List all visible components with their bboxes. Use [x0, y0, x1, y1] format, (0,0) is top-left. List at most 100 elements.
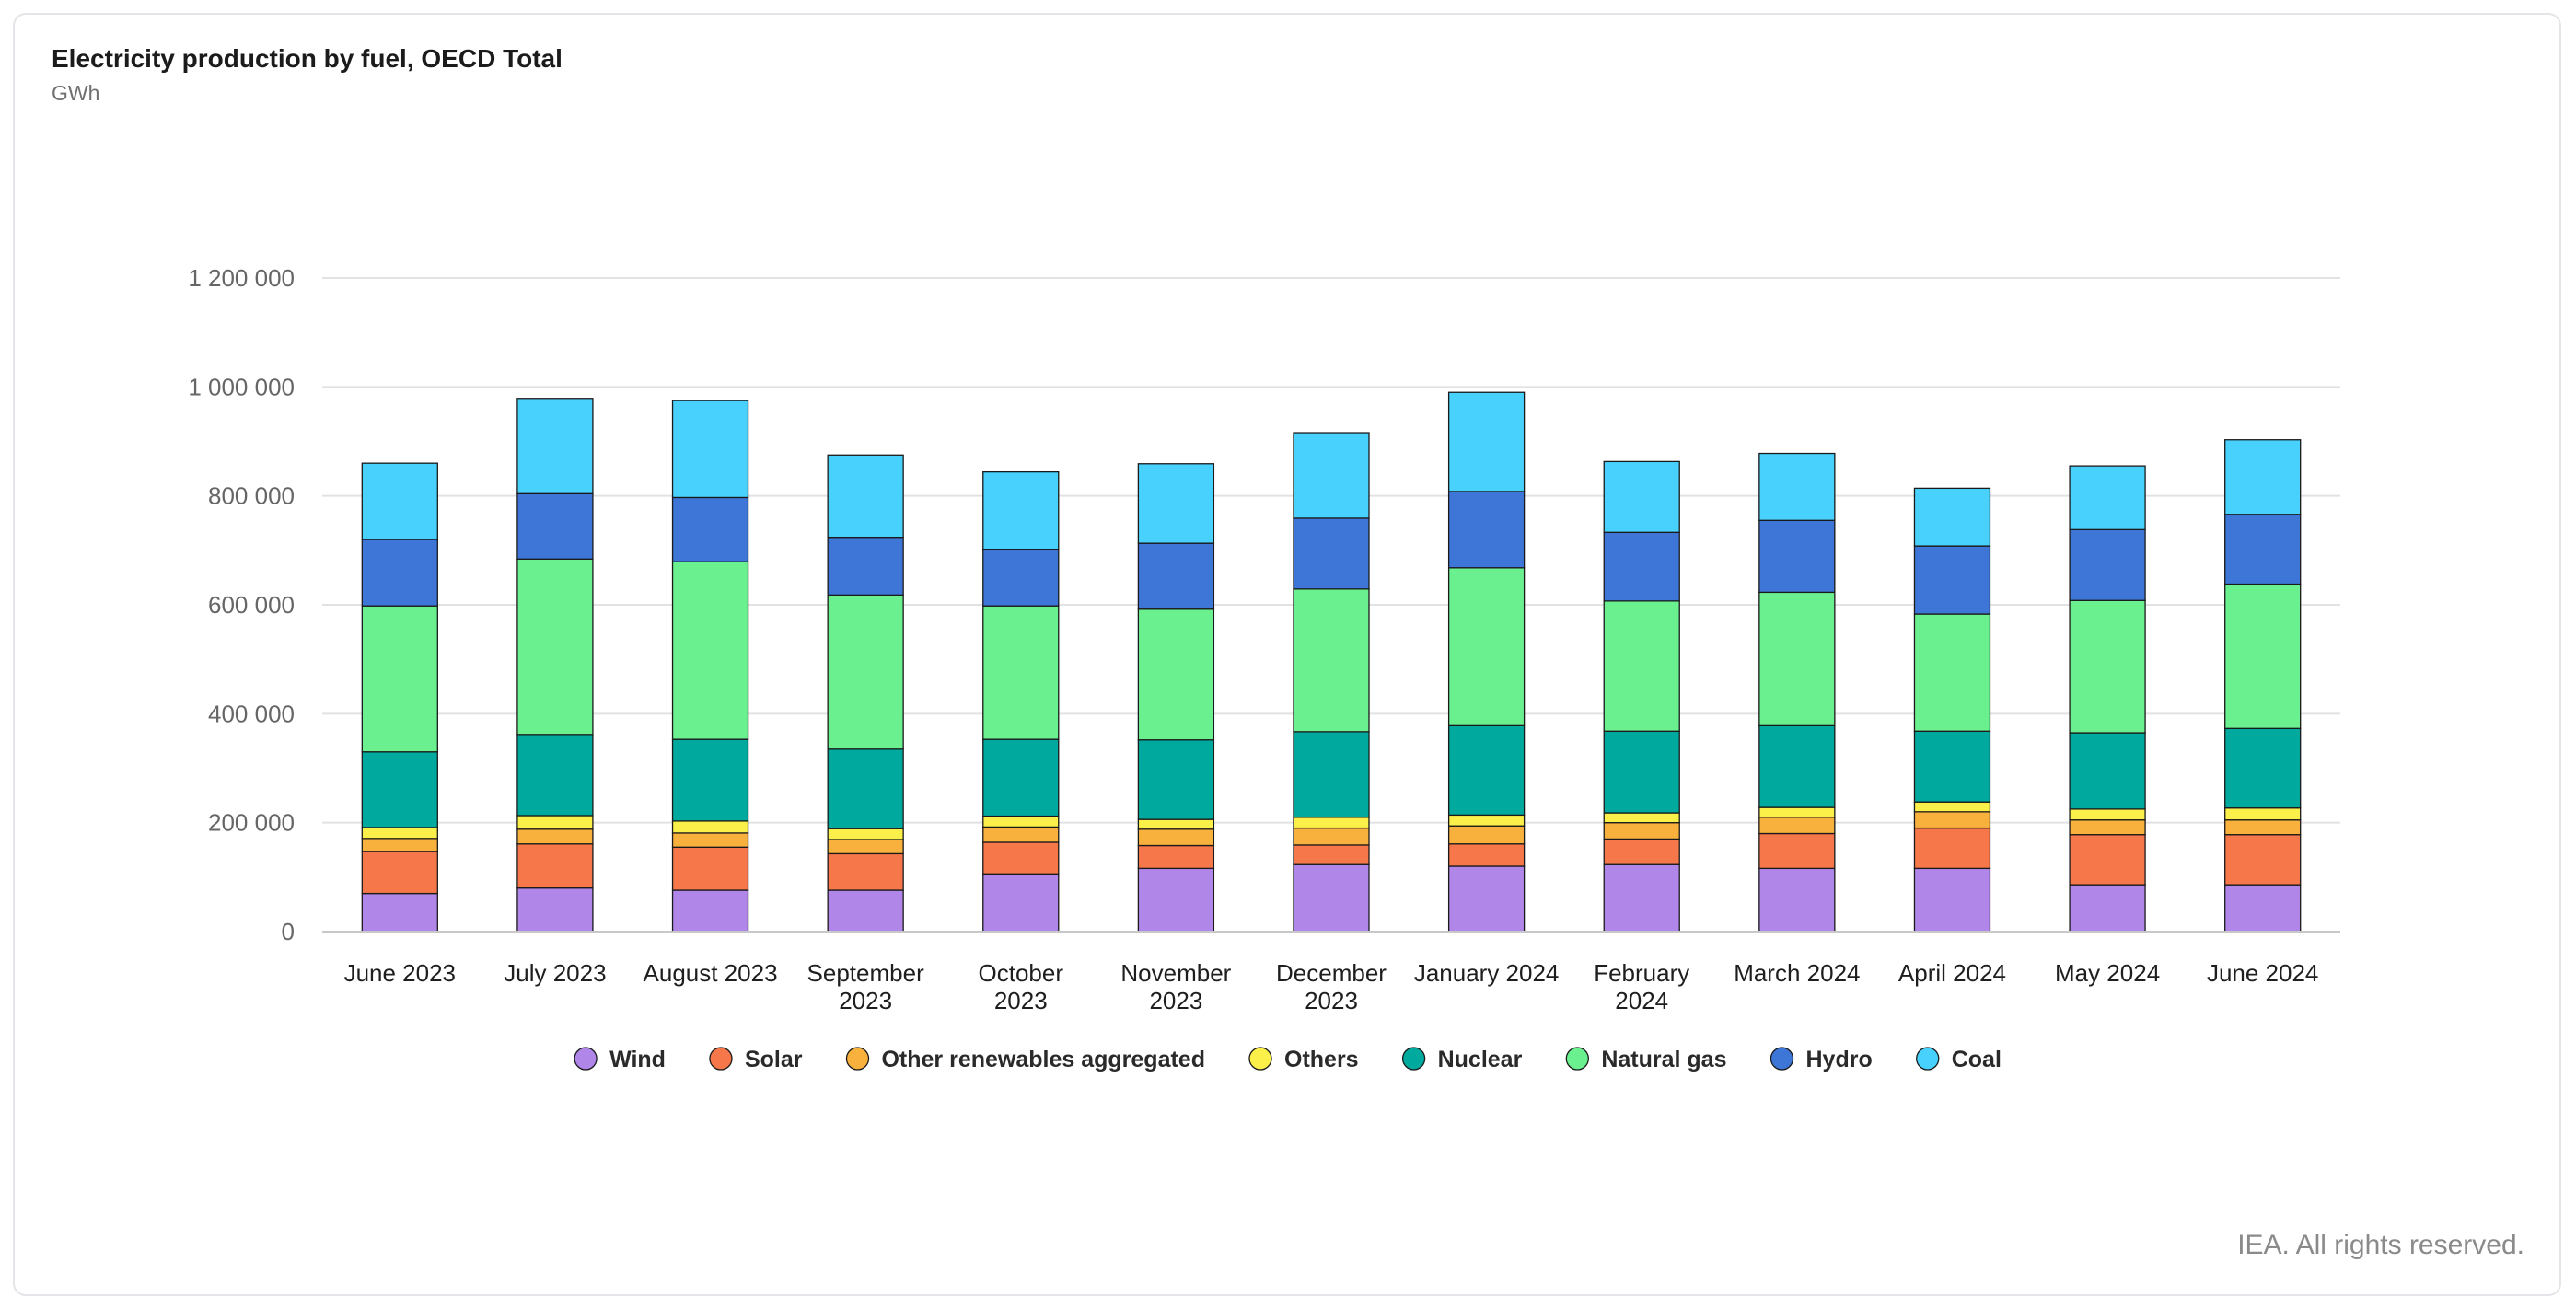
legend-label: Others — [1284, 1047, 1359, 1072]
legend-swatch — [1916, 1047, 1940, 1071]
legend-item[interactable]: Hydro — [1770, 1047, 1873, 1072]
x-category-label: December 2023 — [1276, 959, 1387, 1014]
legend-item[interactable]: Natural gas — [1565, 1047, 1726, 1072]
bar-segment-solar — [1137, 844, 1215, 870]
legend-label: Coal — [1952, 1047, 2002, 1072]
bar-segment-hydro — [2224, 514, 2302, 585]
bar-segment-other-renewables-aggregated — [827, 839, 904, 855]
bar-segment-coal — [671, 400, 749, 499]
bar-segment-solar — [1758, 832, 1836, 870]
bar-segment-natural-gas — [1447, 567, 1526, 726]
bar-segment-other-renewables-aggregated — [2069, 819, 2146, 836]
bar-segment-solar — [2069, 834, 2146, 886]
bar-segment-other-renewables-aggregated — [1603, 822, 1680, 840]
y-tick-label: 200 000 — [208, 809, 295, 837]
bar-segment-nuclear — [1758, 724, 1836, 808]
bar-segment-other-renewables-aggregated — [1447, 825, 1526, 845]
bar-segment-natural-gas — [361, 605, 438, 753]
bar-segment-natural-gas — [1913, 613, 1991, 732]
bar-segment-natural-gas — [516, 558, 594, 736]
bar-segment-natural-gas — [1137, 608, 1215, 741]
bar-segment-hydro — [1603, 531, 1680, 602]
y-tick-label: 1 200 000 — [188, 264, 295, 292]
bar-stack — [1913, 487, 1991, 933]
bar-segment-coal — [1758, 452, 1836, 521]
bar-segment-other-renewables-aggregated — [516, 828, 594, 845]
bar-segment-nuclear — [2069, 732, 2146, 810]
bar-stack — [1293, 432, 1370, 933]
bar-segment-others — [671, 820, 749, 834]
x-category-label: May 2024 — [2055, 959, 2160, 987]
bar-segment-coal — [516, 398, 594, 494]
bar-segment-coal — [1603, 460, 1680, 533]
y-tick-label: 1 000 000 — [188, 373, 295, 400]
legend-item[interactable]: Other renewables aggregated — [845, 1047, 1205, 1072]
bar-segment-other-renewables-aggregated — [1758, 817, 1836, 835]
copyright-credit: IEA. All rights reserved. — [2237, 1230, 2524, 1260]
x-category-label: October 2023 — [979, 959, 1064, 1014]
bar-segment-nuclear — [1293, 731, 1370, 818]
x-category-label: November 2023 — [1120, 959, 1231, 1014]
bar-segment-hydro — [2069, 528, 2146, 601]
bar-segment-others — [361, 827, 438, 840]
bar-segment-hydro — [1137, 542, 1215, 610]
bar-segment-others — [2069, 808, 2146, 821]
legend-swatch — [1565, 1047, 1589, 1071]
bar-segment-solar — [361, 851, 438, 895]
y-tick-label: 800 000 — [208, 482, 295, 510]
bar-segment-coal — [2224, 439, 2302, 515]
legend-swatch — [709, 1047, 733, 1071]
bar-stack — [1137, 463, 1215, 933]
bar-segment-wind — [1293, 863, 1370, 933]
bar-segment-nuclear — [827, 748, 904, 829]
bar-segment-coal — [2069, 465, 2146, 530]
bar-segment-wind — [982, 873, 1060, 933]
bar-segment-solar — [1913, 827, 1991, 870]
bar-stack — [1447, 391, 1526, 933]
bar-segment-nuclear — [2224, 727, 2302, 809]
bar-segment-wind — [1758, 867, 1836, 933]
bar-segment-natural-gas — [982, 605, 1060, 740]
bar-segment-other-renewables-aggregated — [1137, 828, 1215, 847]
x-category-label: August 2023 — [644, 959, 778, 987]
bar-segment-hydro — [982, 549, 1060, 607]
bar-segment-hydro — [516, 492, 594, 560]
bar-segment-hydro — [1447, 491, 1526, 569]
legend-item[interactable]: Solar — [709, 1047, 803, 1072]
x-category-label: January 2024 — [1414, 959, 1560, 987]
y-tick-label: 600 000 — [208, 591, 295, 619]
bar-segment-natural-gas — [827, 594, 904, 750]
bar-segment-solar — [982, 841, 1060, 875]
bar-segment-solar — [671, 846, 749, 891]
bar-stack — [1603, 460, 1680, 933]
bar-segment-others — [516, 815, 594, 830]
bar-segment-natural-gas — [2069, 599, 2146, 734]
legend-swatch — [574, 1047, 598, 1071]
bar-segment-wind — [671, 889, 749, 933]
bar-segment-hydro — [671, 496, 749, 562]
y-tick-label: 0 — [282, 918, 295, 945]
legend-item[interactable]: Others — [1248, 1047, 1359, 1072]
legend-item[interactable]: Wind — [574, 1047, 666, 1072]
bar-segment-coal — [827, 454, 904, 539]
x-category-label: March 2024 — [1734, 959, 1860, 987]
bar-stack — [1758, 452, 1836, 933]
bar-stack — [2224, 439, 2302, 933]
legend-label: Solar — [745, 1047, 803, 1072]
x-axis-category-labels: June 2023 July 2023 August 2023 September 20… — [344, 959, 2319, 1014]
bar-segment-wind — [2069, 884, 2146, 933]
bar-segment-wind — [516, 887, 594, 933]
bar-segment-nuclear — [1137, 739, 1215, 820]
bar-segment-other-renewables-aggregated — [361, 838, 438, 852]
bar-segment-natural-gas — [1293, 588, 1370, 733]
bar-segment-solar — [2224, 834, 2302, 886]
legend-item[interactable]: Coal — [1916, 1047, 2002, 1072]
legend-item[interactable]: Nuclear — [1401, 1047, 1523, 1072]
bar-segment-natural-gas — [1758, 591, 1836, 726]
bar-segment-others — [982, 815, 1060, 828]
bar-stack — [516, 398, 594, 933]
bar-segment-other-renewables-aggregated — [2224, 819, 2302, 836]
legend-swatch — [845, 1047, 870, 1071]
legend-swatch — [1401, 1047, 1426, 1071]
